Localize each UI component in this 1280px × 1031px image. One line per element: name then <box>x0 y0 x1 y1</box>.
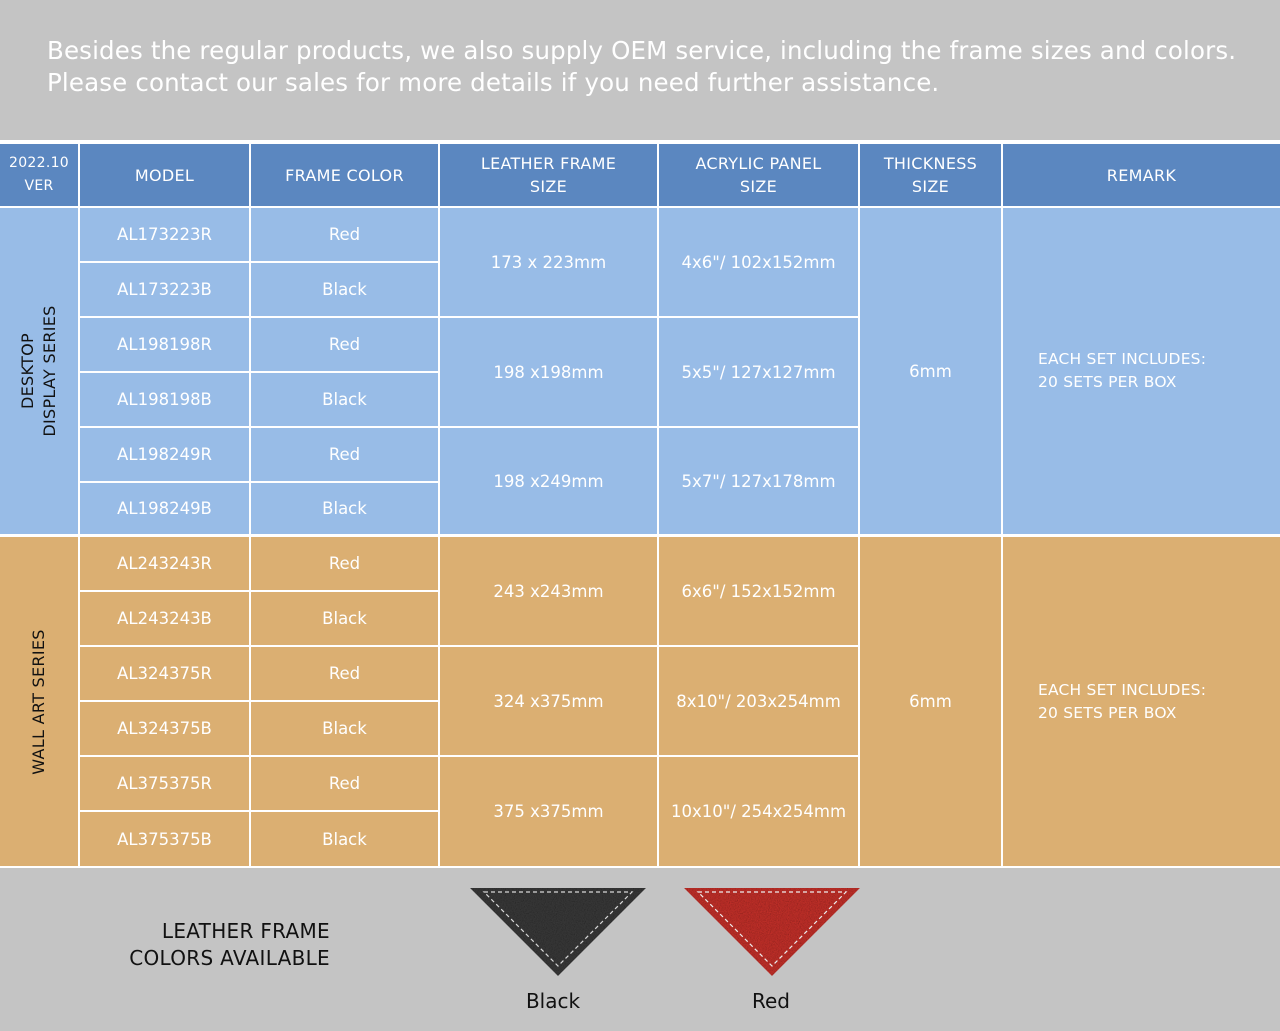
desktop-series-label: DESKTOP DISPLAY SERIES <box>0 208 78 534</box>
thickness-cell: 6mm <box>860 537 1001 866</box>
header-model: MODEL <box>80 144 249 206</box>
intro-line-2: Please contact our sales for more detail… <box>47 68 940 97</box>
header-version: 2022.10 VER <box>0 144 78 206</box>
header-version-line2: VER <box>24 178 54 194</box>
table-row-model: AL324375B <box>80 702 249 755</box>
wall-series-label: WALL ART SERIES <box>0 537 78 866</box>
remark-line2: 20 SETS PER BOX <box>1038 703 1177 722</box>
acrylic-size-cell: 5x7"/ 127x178mm <box>659 428 858 534</box>
header-leather-line2: SIZE <box>529 177 568 196</box>
header-model-label: MODEL <box>134 165 195 185</box>
colors-title-line1: LEATHER FRAME <box>161 919 330 943</box>
table-row-model: AL173223R <box>80 208 249 261</box>
red-leather-swatch <box>684 888 860 976</box>
product-table: 2022.10 VER MODEL FRAME COLOR LEATHER FR… <box>0 140 1280 868</box>
header-frame-color: FRAME COLOR <box>251 144 438 206</box>
acrylic-size-cell: 4x6"/ 102x152mm <box>659 208 858 316</box>
header-acrylic-line1: ACRYLIC PANEL <box>695 154 822 173</box>
header-remark-label: REMARK <box>1106 165 1177 185</box>
black-leather-swatch <box>470 888 646 976</box>
table-row-model: AL198249R <box>80 428 249 481</box>
header-version-line1: 2022.10 <box>9 155 69 171</box>
intro-line-1: Besides the regular products, we also su… <box>47 36 1237 65</box>
header-leather-line1: LEATHER FRAME <box>480 154 617 173</box>
intro-banner: Besides the regular products, we also su… <box>0 0 1280 140</box>
table-row-model: AL324375R <box>80 647 249 700</box>
header-remark: REMARK <box>1003 144 1280 206</box>
table-row-color: Black <box>251 592 438 645</box>
header-thickness: THICKNESS SIZE <box>860 144 1001 206</box>
table-row-model: AL375375R <box>80 757 249 810</box>
header-acrylic-size: ACRYLIC PANEL SIZE <box>659 144 858 206</box>
acrylic-size-cell: 5x5"/ 127x127mm <box>659 318 858 426</box>
leather-size-cell: 198 x198mm <box>440 318 657 426</box>
table-row-model: AL198198R <box>80 318 249 371</box>
colors-title-line2: COLORS AVAILABLE <box>129 946 330 970</box>
colors-footer: LEATHER FRAME COLORS AVAILABLE Black Red <box>0 868 1280 1031</box>
remark-cell: EACH SET INCLUDES: 20 SETS PER BOX <box>1003 537 1280 866</box>
remark-line1: EACH SET INCLUDES: <box>1038 680 1207 699</box>
leather-size-cell: 243 x243mm <box>440 537 657 645</box>
colors-available-title: LEATHER FRAME COLORS AVAILABLE <box>129 918 330 972</box>
table-row-color: Red <box>251 208 438 261</box>
table-row-model: AL198198B <box>80 373 249 426</box>
red-swatch-label: Red <box>752 989 790 1013</box>
wall-series-line1: WALL ART SERIES <box>29 628 48 775</box>
desktop-series-line1: DESKTOP <box>18 333 37 409</box>
header-leather-size: LEATHER FRAME SIZE <box>440 144 657 206</box>
table-row-color: Black <box>251 263 438 316</box>
header-thickness-line1: THICKNESS <box>883 154 978 173</box>
acrylic-size-cell: 8x10"/ 203x254mm <box>659 647 858 755</box>
table-row-model: AL198249B <box>80 483 249 534</box>
header-thickness-line2: SIZE <box>911 177 950 196</box>
table-row-model: AL243243R <box>80 537 249 590</box>
table-row-color: Red <box>251 757 438 810</box>
black-swatch-label: Black <box>525 989 581 1013</box>
acrylic-size-cell: 10x10"/ 254x254mm <box>659 757 858 866</box>
thickness-cell: 6mm <box>860 208 1001 534</box>
table-row-color: Red <box>251 428 438 481</box>
table-row-color: Black <box>251 702 438 755</box>
remark-cell: EACH SET INCLUDES: 20 SETS PER BOX <box>1003 208 1280 534</box>
desktop-series-line2: DISPLAY SERIES <box>40 305 59 437</box>
table-row-color: Red <box>251 647 438 700</box>
table-row-color: Red <box>251 537 438 590</box>
leather-size-cell: 173 x 223mm <box>440 208 657 316</box>
table-row-color: Black <box>251 812 438 866</box>
header-frame-color-label: FRAME COLOR <box>285 165 404 185</box>
header-acrylic-line2: SIZE <box>739 177 778 196</box>
table-row-model: AL375375B <box>80 812 249 866</box>
leather-size-cell: 375 x375mm <box>440 757 657 866</box>
remark-line1: EACH SET INCLUDES: <box>1038 350 1207 368</box>
table-row-model: AL243243B <box>80 592 249 645</box>
table-row-color: Red <box>251 318 438 371</box>
remark-line2: 20 SETS PER BOX <box>1038 373 1177 391</box>
leather-size-cell: 324 x375mm <box>440 647 657 755</box>
acrylic-size-cell: 6x6"/ 152x152mm <box>659 537 858 645</box>
table-row-color: Black <box>251 373 438 426</box>
table-row-color: Black <box>251 483 438 534</box>
table-row-model: AL173223B <box>80 263 249 316</box>
leather-size-cell: 198 x249mm <box>440 428 657 534</box>
